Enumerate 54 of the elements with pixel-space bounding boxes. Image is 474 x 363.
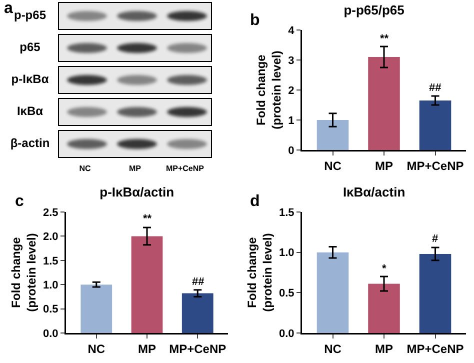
y-tick-label: 1.0	[43, 279, 58, 292]
y-tick-label: 1	[288, 114, 294, 127]
annotation: **	[380, 33, 390, 45]
bar	[419, 254, 452, 333]
category-label: β-actin	[10, 136, 50, 150]
text: a	[4, 0, 13, 18]
y-tick-label: 1.5	[43, 255, 58, 268]
y-tick-label: 0.5	[43, 304, 58, 316]
y-tick-label: 2.5	[43, 206, 58, 219]
text: c	[15, 193, 24, 210]
category-label: p65	[20, 40, 40, 54]
bar	[316, 252, 349, 333]
x-tick-label: MP+CeNP	[406, 158, 464, 173]
text: b	[250, 12, 260, 29]
y-axis-title: Fold change (protein level)	[8, 233, 39, 312]
bar	[316, 120, 349, 150]
bar	[131, 236, 163, 333]
x-tick-label: NC	[324, 342, 342, 356]
annotation: **	[143, 213, 152, 225]
chart-title: IκBα/actin	[342, 184, 406, 200]
x-tick-label: NC	[324, 158, 342, 173]
annotation: #	[432, 233, 438, 245]
y-axis-title: Fold change (protein level)	[244, 233, 275, 312]
text: d	[250, 193, 260, 210]
annotation: ##	[192, 276, 204, 288]
x-tick-label: MP+CeNP	[406, 342, 464, 356]
bar	[419, 100, 452, 150]
y-tick-label: 0.0	[279, 328, 294, 340]
x-tick-label: MP	[138, 342, 156, 356]
x-tick-label: MP	[375, 158, 393, 173]
y-tick-label: 1.5	[279, 206, 294, 219]
y-tick-label: 4	[288, 24, 296, 37]
x-tick-label: NC	[88, 342, 106, 356]
y-tick-label: 0	[288, 144, 294, 157]
bar	[368, 57, 400, 150]
y-tick-label: 2	[288, 84, 294, 97]
bar	[182, 293, 214, 333]
bar	[368, 284, 400, 333]
chart-title: p-p65/p65	[344, 2, 404, 18]
y-tick-label: 0.5	[279, 288, 294, 300]
annotation: *	[382, 263, 387, 275]
x-tick-label: MP	[375, 342, 393, 356]
chart-title: p-IκBα/actin	[100, 184, 174, 200]
bar	[80, 284, 112, 333]
x-tick-label: MP+CeNP	[169, 342, 226, 356]
annotation: ##	[429, 82, 442, 94]
y-tick-label: 1.0	[279, 247, 294, 260]
y-tick-label: 3	[288, 54, 294, 67]
y-tick-label: 2.0	[43, 231, 58, 244]
category-label: p-IκBα	[11, 72, 49, 86]
y-axis-title: Fold change (protein level)	[254, 50, 284, 130]
category-label: IκBα	[16, 104, 44, 118]
y-tick-label: 0.0	[43, 328, 58, 340]
category-label: p-p65	[14, 8, 46, 22]
